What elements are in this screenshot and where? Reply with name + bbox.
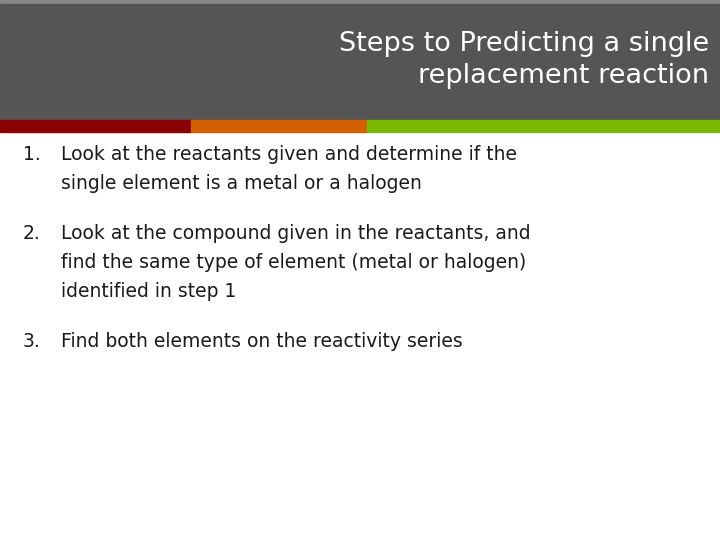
- Bar: [0, 120, 191, 132]
- Text: Look at the compound given in the reactants, and: Look at the compound given in the reacta…: [61, 224, 531, 243]
- Text: single element is a metal or a halogen: single element is a metal or a halogen: [61, 174, 422, 193]
- Bar: [0, 4, 720, 120]
- Text: identified in step 1: identified in step 1: [61, 282, 237, 301]
- Text: find the same type of element (metal or halogen): find the same type of element (metal or …: [61, 253, 526, 272]
- Text: 2.: 2.: [23, 224, 41, 243]
- Bar: [191, 120, 367, 132]
- Bar: [367, 120, 720, 132]
- Text: 3.: 3.: [23, 332, 41, 351]
- Text: 1.: 1.: [23, 145, 41, 164]
- Text: Find both elements on the reactivity series: Find both elements on the reactivity ser…: [61, 332, 463, 351]
- Bar: [0, 0, 720, 4]
- Text: replacement reaction: replacement reaction: [418, 63, 709, 89]
- Text: Look at the reactants given and determine if the: Look at the reactants given and determin…: [61, 145, 517, 164]
- Text: Steps to Predicting a single: Steps to Predicting a single: [339, 31, 709, 57]
